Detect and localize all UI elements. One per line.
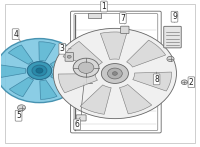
Circle shape [27,62,52,80]
Wedge shape [100,32,127,60]
Text: 3: 3 [60,44,71,53]
Circle shape [32,65,47,76]
Text: 2: 2 [184,78,194,87]
Text: 4: 4 [13,30,21,41]
Circle shape [108,68,122,79]
FancyBboxPatch shape [76,115,86,121]
Circle shape [0,39,83,103]
FancyBboxPatch shape [121,26,129,34]
Text: 6: 6 [75,117,80,129]
Text: 8: 8 [154,72,159,84]
Wedge shape [51,73,78,88]
Circle shape [78,62,94,73]
Text: 9: 9 [172,12,177,22]
Circle shape [53,28,176,119]
Wedge shape [120,85,152,114]
Circle shape [73,58,99,77]
Circle shape [18,105,26,111]
Wedge shape [63,41,102,68]
Text: 7: 7 [120,14,125,24]
Wedge shape [50,52,78,68]
Wedge shape [133,72,172,91]
Wedge shape [8,45,33,64]
Circle shape [36,68,43,73]
Circle shape [181,80,188,85]
Circle shape [101,64,128,83]
Circle shape [112,72,117,75]
Wedge shape [9,77,34,97]
Wedge shape [80,85,111,114]
Wedge shape [39,42,56,61]
Wedge shape [58,74,97,93]
FancyBboxPatch shape [164,26,181,48]
Circle shape [167,56,174,62]
Wedge shape [0,65,26,77]
FancyBboxPatch shape [65,52,73,61]
Wedge shape [40,80,57,99]
Text: 1: 1 [102,2,106,11]
Text: 5: 5 [16,110,24,120]
Circle shape [67,55,71,58]
FancyBboxPatch shape [88,13,102,19]
Wedge shape [127,40,166,67]
